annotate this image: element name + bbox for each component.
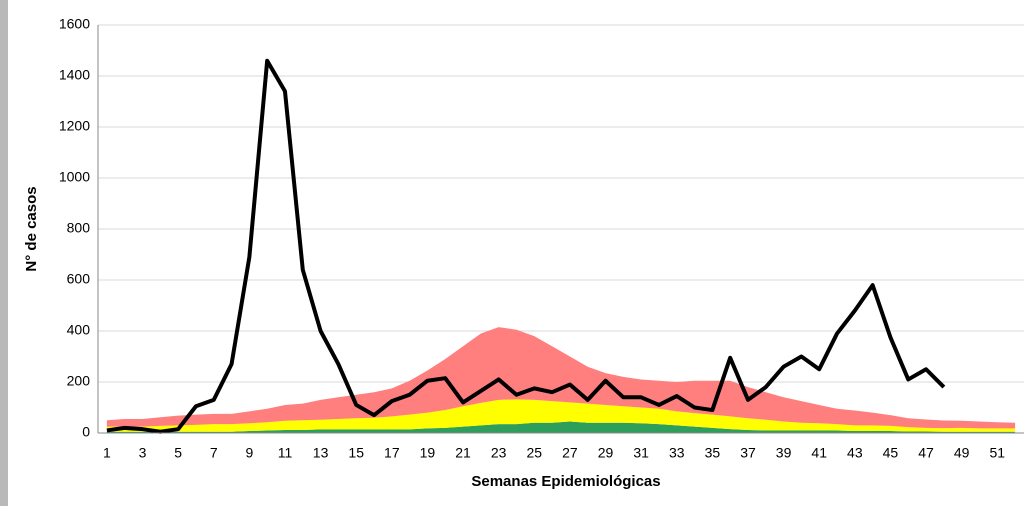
x-tick-label: 5 [174,445,182,461]
x-tick-label: 19 [420,445,436,461]
y-tick-label: 400 [67,322,91,338]
area [106,421,1016,433]
x-tick-label: 21 [455,445,471,461]
line [106,58,946,434]
x-tick-label: 35 [705,445,721,461]
x-tick-label: 13 [313,445,329,461]
y-tick-label: 0 [82,424,90,440]
y-tick-label: 800 [67,220,91,236]
x-tick-label: 29 [598,445,614,461]
area [106,327,1016,429]
x-tick-label: 41 [811,445,827,461]
x-tick-label: 31 [633,445,649,461]
x-tick-label: 11 [278,445,293,461]
x-tick-label: 51 [989,445,1005,461]
x-tick-label: 9 [245,445,253,461]
x-axis-label: Semanas Epidemiológicas [471,473,660,490]
x-tick-label: 43 [847,445,863,461]
y-tick-label: 1200 [59,118,90,134]
x-tick-label: 15 [348,445,364,461]
x-tick-label: 17 [384,445,400,461]
y-tick-label: 1600 [59,16,90,32]
y-axis-label: N° de casos [23,186,40,271]
x-tick-label: 45 [883,445,899,461]
area [106,399,1016,432]
x-tick-label: 27 [562,445,578,461]
x-tick-label: 1 [103,445,111,461]
y-tick-label: 200 [67,373,91,389]
y-tick-label: 1400 [59,67,90,83]
x-tick-label: 25 [526,445,542,461]
y-tick-label: 1000 [59,169,90,185]
x-tick-label: 3 [139,445,147,461]
x-tick-label: 39 [776,445,792,461]
x-tick-label: 23 [491,445,507,461]
y-tick-label: 600 [67,271,91,287]
x-tick-label: 49 [954,445,970,461]
x-tick-label: 7 [210,445,218,461]
x-tick-label: 33 [669,445,685,461]
x-tick-label: 47 [918,445,934,461]
x-tick-label: 37 [740,445,756,461]
